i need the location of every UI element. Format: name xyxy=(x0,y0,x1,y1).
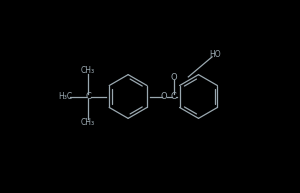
Text: CH₃: CH₃ xyxy=(81,66,95,75)
Text: O: O xyxy=(161,92,168,101)
Text: HO: HO xyxy=(209,50,220,59)
Text: C: C xyxy=(85,92,91,101)
Text: H₃C: H₃C xyxy=(58,92,72,101)
Text: C: C xyxy=(171,92,177,101)
Text: CH₃: CH₃ xyxy=(81,118,95,127)
Text: O: O xyxy=(170,73,177,82)
